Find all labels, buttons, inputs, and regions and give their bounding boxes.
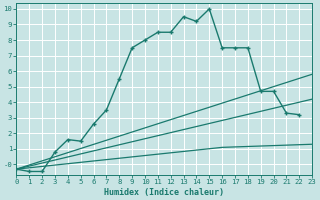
X-axis label: Humidex (Indice chaleur): Humidex (Indice chaleur) xyxy=(104,188,224,197)
